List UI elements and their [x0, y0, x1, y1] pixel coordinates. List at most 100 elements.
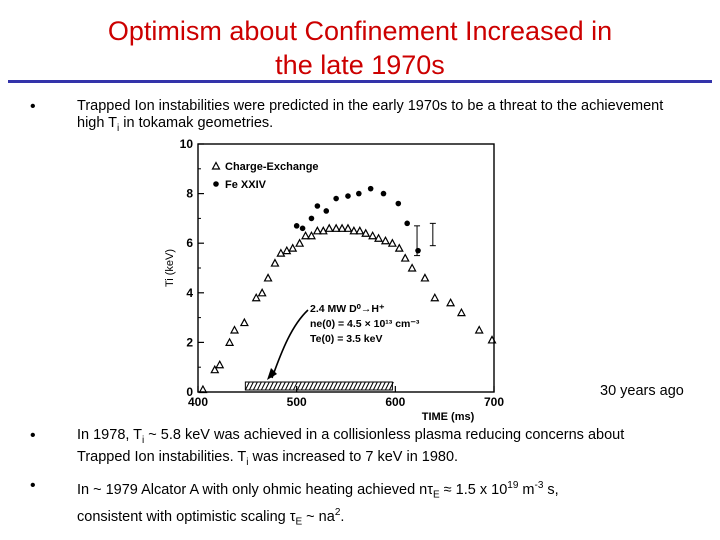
bullet2-sub2: i	[246, 456, 249, 468]
y-tick-label: 2	[186, 335, 193, 349]
x-axis-label: TIME (ms)	[422, 411, 475, 423]
title-line-2: the late 1970s	[275, 50, 445, 80]
bullet-text-2: In 1978, Ti ~ 5.8 keV was achieved in a …	[77, 427, 677, 471]
charge-exchange-point	[430, 292, 440, 302]
bullet3-line2-c: .	[340, 508, 345, 525]
annotation-arrowhead	[267, 368, 277, 380]
fe-xxiv-point	[380, 190, 387, 197]
charge-exchange-point	[474, 325, 484, 334]
bullet-text-3: In ~ 1979 Alcator A with only ohmic heat…	[77, 477, 677, 530]
charge-exchange-point	[400, 253, 410, 262]
beam-hatch-stroke	[320, 381, 326, 391]
bullet3-tau: τ	[427, 481, 433, 498]
beam-hatch-stroke	[276, 381, 282, 391]
x-tick-label: 400	[188, 395, 208, 409]
beam-hatch-stroke	[248, 381, 254, 391]
fe-xxiv-point	[299, 225, 306, 232]
charge-exchange-point	[263, 273, 273, 282]
bullet3-line-2: consistent with optimistic scaling τE ~ …	[77, 504, 677, 531]
bullet3-a: In ~ 1979 Alcator A with only ohmic heat…	[77, 481, 428, 498]
beam-hatch-stroke	[384, 381, 390, 391]
bullet3-sub: E	[432, 489, 440, 501]
beam-hatch-stroke	[324, 381, 330, 391]
fe-xxiv-point	[404, 220, 410, 227]
bullet3-b: ≈ 1.5 x 10	[439, 481, 508, 498]
beam-hatch-stroke	[364, 381, 370, 391]
charge-exchange-point	[251, 292, 261, 302]
fe-xxiv-point	[395, 200, 402, 207]
charge-exchange-point	[288, 243, 298, 252]
y-tick-label: 0	[186, 385, 193, 399]
charge-exchange-point	[270, 258, 280, 267]
fe-xxiv-point	[308, 215, 315, 222]
beam-hatch-stroke	[372, 381, 378, 391]
beam-hatch-stroke	[304, 381, 310, 391]
charge-exchange-point	[456, 307, 466, 317]
beam-hatch-stroke	[296, 381, 302, 391]
bullet3-sup1: 19	[507, 480, 519, 491]
bullet2-b: ~ 5.8 keV was achieved in a collisionles…	[77, 427, 625, 465]
charge-exchange-point	[318, 226, 328, 235]
annotation-line-3: Te(0) = 3.5 keV	[310, 333, 382, 345]
charge-exchange-point	[225, 337, 235, 346]
beam-hatch-stroke	[348, 381, 354, 391]
y-tick-label: 4	[186, 286, 193, 300]
plot-area: 400 500 600 700 0 2 4 6 8 10	[180, 137, 505, 409]
beam-hatch-stroke	[336, 381, 342, 391]
charge-exchange-point	[420, 273, 430, 282]
beam-hatch-stroke	[352, 381, 358, 391]
y-tick-label: 6	[186, 236, 193, 250]
annotation-line-2: ne(0) = 4.5 × 10¹³ cm⁻³	[310, 318, 420, 330]
bullet-marker-3: •	[30, 477, 36, 494]
bullet2-sub1: i	[142, 434, 145, 446]
charge-exchange-point	[239, 317, 249, 327]
fe-xxiv-point	[293, 223, 300, 229]
beam-hatch-stroke	[244, 381, 250, 391]
bullet1-tail: in tokamak geometries.	[119, 115, 274, 131]
annotation-arrow	[271, 309, 309, 379]
charge-exchange-point	[368, 230, 378, 240]
bullet-marker-1: •	[30, 98, 36, 115]
charge-exchange-point	[331, 223, 341, 232]
charge-exchange-point	[306, 230, 316, 240]
bullet1-sub: i	[117, 122, 120, 134]
fe-xxiv-point	[345, 193, 351, 199]
fe-xxiv-point	[333, 195, 339, 202]
slide-title: Optimism about Confinement Increased in …	[40, 14, 680, 82]
y-tick-label: 8	[186, 187, 193, 201]
legend-charge-exchange: Charge-Exchange	[225, 161, 319, 173]
bullet-marker-2: •	[30, 427, 36, 444]
charge-exchange-point	[257, 288, 267, 297]
beam-hatch-stroke	[344, 381, 350, 391]
fe-xxiv-point	[367, 185, 374, 192]
beam-hatch-stroke	[264, 381, 270, 391]
bullet3-line2-b: ~ na	[302, 508, 335, 525]
beam-hatch-stroke	[360, 381, 366, 391]
charge-exchange-point	[198, 384, 208, 394]
fe-xxiv-point	[323, 208, 330, 214]
charge-exchange-point	[312, 226, 322, 235]
beam-hatch-stroke	[256, 381, 262, 391]
bullet2-a: In 1978, T	[77, 427, 143, 443]
bullet3-sub2: E	[295, 516, 303, 528]
beam-hatch-stroke	[284, 381, 290, 391]
bullet3-tau2: τ	[289, 508, 296, 525]
beam-hatch-stroke	[260, 381, 266, 391]
beam-hatch-stroke	[316, 381, 322, 391]
legend-circle-marker	[213, 181, 219, 187]
x-tick-label: 500	[287, 395, 307, 409]
title-line-1: Optimism about Confinement Increased in	[107, 16, 613, 46]
charge-exchange-point	[380, 235, 390, 245]
beam-hatch-stroke	[340, 381, 346, 391]
charge-exchange-point	[276, 248, 286, 257]
charge-exchange-point	[230, 325, 240, 334]
bullet3-d: s,	[543, 481, 559, 498]
beam-hatch-stroke	[328, 381, 334, 391]
y-axis-label: Ti (keV)	[164, 249, 176, 287]
caption-30-years: 30 years ago	[600, 383, 684, 399]
beam-hatch-stroke	[272, 381, 278, 391]
charge-exchange-point	[349, 226, 359, 235]
charge-exchange-point	[210, 364, 220, 374]
beam-hatch-stroke	[376, 381, 382, 391]
